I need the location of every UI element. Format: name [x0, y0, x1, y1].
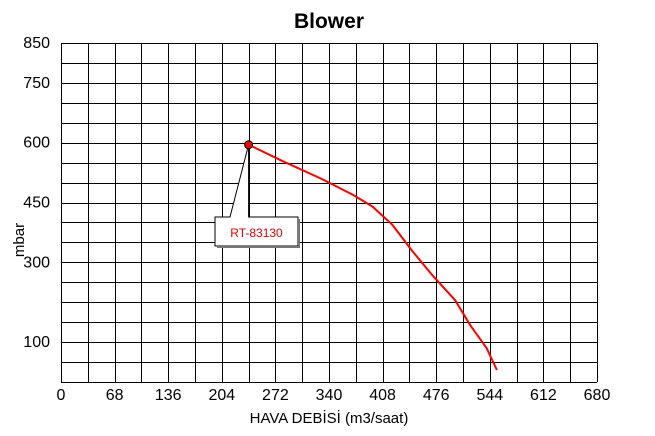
x-tick-label: 272 [262, 387, 289, 404]
chart-title: Blower [294, 10, 364, 33]
x-tick-label: 0 [57, 387, 66, 404]
x-tick-label: 408 [369, 387, 396, 404]
callout-label: RT-83130 [230, 226, 283, 240]
y-tick-label: 850 [23, 35, 50, 52]
series-layer [248, 143, 498, 371]
x-tick-label: 340 [316, 387, 343, 404]
y-tick-label: 750 [23, 75, 50, 92]
plot-grid [61, 43, 598, 383]
y-tick-label: 450 [23, 195, 50, 212]
y-axis-ticks: 100 300 450 600 750 850 [23, 35, 50, 351]
x-tick-label: 544 [476, 387, 503, 404]
callout-shadow [298, 219, 300, 248]
operating-point-marker [244, 140, 254, 150]
x-tick-label: 612 [530, 387, 557, 404]
annotation-layer: RT-83130 [214, 140, 300, 248]
x-tick-label: 136 [155, 387, 182, 404]
y-tick-label: 100 [23, 334, 50, 351]
x-axis-label: HAVA DEBİSİ (m3/saat) [250, 409, 409, 427]
y-tick-label: 300 [23, 254, 50, 271]
x-tick-label: 204 [208, 387, 235, 404]
x-tick-label: 476 [423, 387, 450, 404]
y-axis-label: mbar [11, 223, 28, 257]
x-tick-label: 68 [106, 387, 124, 404]
x-axis-ticks: 0 68 136 204 272 340 408 476 544 612 680 [57, 387, 611, 404]
series-line [248, 143, 498, 371]
callout-shadow [217, 246, 299, 248]
y-tick-label: 600 [23, 135, 50, 152]
x-tick-label: 680 [584, 387, 611, 404]
